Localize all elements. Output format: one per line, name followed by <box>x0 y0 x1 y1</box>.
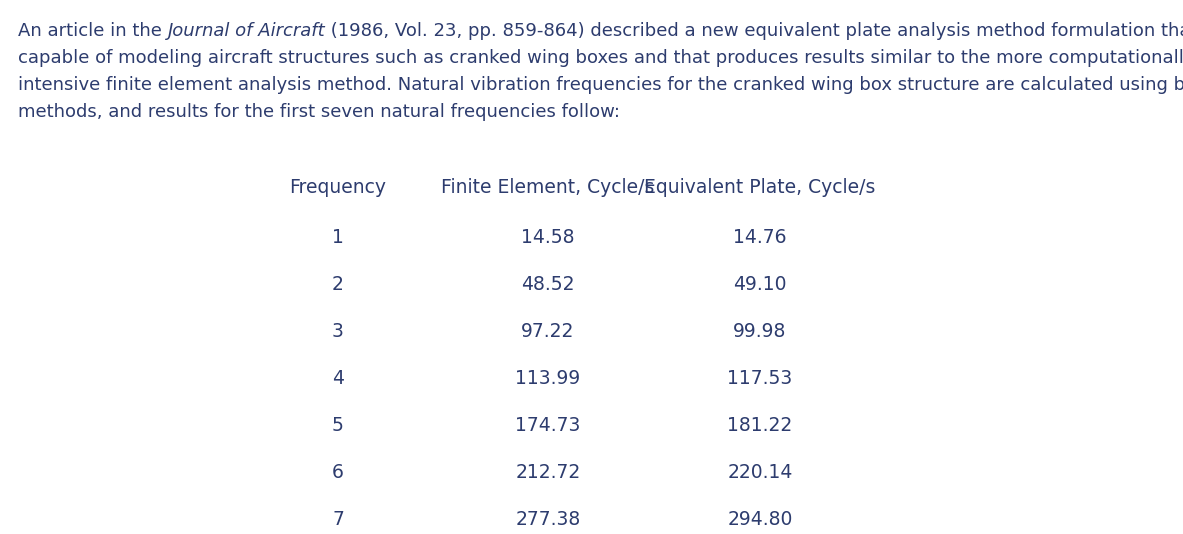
Text: An article in the: An article in the <box>18 22 168 40</box>
Text: 117.53: 117.53 <box>728 369 793 388</box>
Text: 4: 4 <box>332 369 344 388</box>
Text: Equivalent Plate, Cycle/s: Equivalent Plate, Cycle/s <box>645 178 875 197</box>
Text: 5: 5 <box>332 416 344 435</box>
Text: 97.22: 97.22 <box>522 322 575 341</box>
Text: (1986, Vol. 23, pp. 859-864) described a new equivalent plate analysis method fo: (1986, Vol. 23, pp. 859-864) described a… <box>325 22 1183 40</box>
Text: 174.73: 174.73 <box>516 416 581 435</box>
Text: methods, and results for the first seven natural frequencies follow:: methods, and results for the first seven… <box>18 103 620 121</box>
Text: capable of modeling aircraft structures such as cranked wing boxes and that prod: capable of modeling aircraft structures … <box>18 49 1183 67</box>
Text: 181.22: 181.22 <box>728 416 793 435</box>
Text: 294.80: 294.80 <box>728 510 793 529</box>
Text: 14.58: 14.58 <box>522 228 575 247</box>
Text: 6: 6 <box>332 463 344 482</box>
Text: 1: 1 <box>332 228 344 247</box>
Text: intensive finite element analysis method. Natural vibration frequencies for the : intensive finite element analysis method… <box>18 76 1183 94</box>
Text: 7: 7 <box>332 510 344 529</box>
Text: 48.52: 48.52 <box>522 275 575 294</box>
Text: 3: 3 <box>332 322 344 341</box>
Text: 212.72: 212.72 <box>516 463 581 482</box>
Text: 49.10: 49.10 <box>733 275 787 294</box>
Text: 277.38: 277.38 <box>516 510 581 529</box>
Text: 220.14: 220.14 <box>728 463 793 482</box>
Text: 2: 2 <box>332 275 344 294</box>
Text: 14.76: 14.76 <box>733 228 787 247</box>
Text: Finite Element, Cycle/s: Finite Element, Cycle/s <box>441 178 654 197</box>
Text: 113.99: 113.99 <box>516 369 581 388</box>
Text: 99.98: 99.98 <box>733 322 787 341</box>
Text: Journal of Aircraft: Journal of Aircraft <box>168 22 325 40</box>
Text: Frequency: Frequency <box>290 178 387 197</box>
